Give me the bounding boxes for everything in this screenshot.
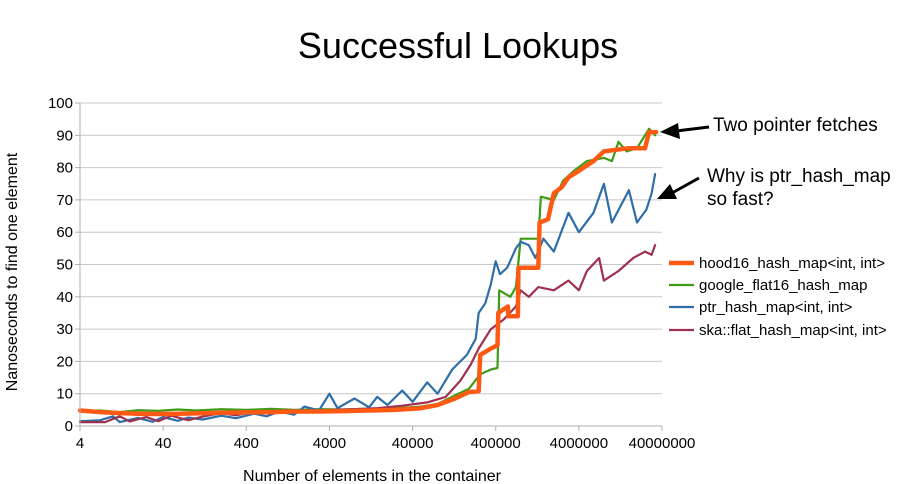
annotation-why-fast: Why is ptr_hash_map so fast? <box>657 166 891 210</box>
legend-label: google_flat16_hash_map <box>699 277 867 294</box>
series-line-0 <box>77 129 659 417</box>
legend-item: google_flat16_hash_map <box>669 277 867 294</box>
annotation-two-pointer-fetches: Two pointer fetches <box>660 115 878 139</box>
annotation-text: Two pointer fetches <box>713 115 878 136</box>
annotation-text-line-1: Why is ptr_hash_map <box>707 166 891 187</box>
series-line-1 <box>78 127 657 414</box>
legend-item: hood16_hash_map<int, int> <box>669 255 885 272</box>
y-tick-label: 70 <box>56 192 73 209</box>
y-tick-label: 0 <box>65 418 73 435</box>
legend-item: ska::flat_hash_map<int, int> <box>669 322 887 339</box>
y-tick-label: 80 <box>56 160 73 177</box>
annotation-arrowhead-icon <box>660 123 680 139</box>
x-tick-label: 40000 <box>392 435 434 452</box>
y-tick-label: 60 <box>56 224 73 241</box>
x-tick-label: 400 <box>234 435 259 452</box>
y-tick-label: 10 <box>56 386 73 403</box>
series-line-3 <box>78 244 657 424</box>
gridlines <box>75 102 662 427</box>
x-tick-labels: 4 40 400 4000 40000 400000 4000000 40000000 <box>76 426 696 452</box>
y-tick-label: 90 <box>56 127 73 144</box>
legend-label: hood16_hash_map<int, int> <box>699 255 885 272</box>
series-line-2 <box>78 173 657 424</box>
annotation-arrow-shaft <box>675 125 710 133</box>
y-tick-label: 100 <box>48 95 73 112</box>
x-tick-label: 4000 <box>313 435 346 452</box>
chart-title: Successful Lookups <box>298 25 618 66</box>
x-tick-label: 4000000 <box>550 435 608 452</box>
legend-item: ptr_hash_map<int, int> <box>669 299 853 316</box>
y-tick-label: 20 <box>56 353 73 370</box>
annotation-arrow-shaft <box>671 176 700 195</box>
x-tick-label: 400000 <box>471 435 521 452</box>
x-tick-label: 4 <box>76 435 84 452</box>
y-tick-label: 30 <box>56 321 73 338</box>
legend-label: ptr_hash_map<int, int> <box>699 299 853 316</box>
annotation-text-line-2: so fast? <box>707 189 774 210</box>
x-tick-label: 40 <box>155 435 172 452</box>
y-axis-label: Nanoseconds to find one element <box>4 152 21 391</box>
x-tick-label: 40000000 <box>629 435 696 452</box>
y-tick-label: 50 <box>56 257 73 274</box>
x-axis-label: Number of elements in the container <box>243 468 502 484</box>
y-tick-labels: 0 10 20 30 40 50 60 70 80 90 100 <box>48 95 73 435</box>
series-layer <box>77 127 659 424</box>
legend: hood16_hash_map<int, int> google_flat16_h… <box>669 255 887 339</box>
annotation-arrowhead-icon <box>657 184 677 199</box>
legend-label: ska::flat_hash_map<int, int> <box>699 322 887 339</box>
y-tick-label: 40 <box>56 289 73 306</box>
